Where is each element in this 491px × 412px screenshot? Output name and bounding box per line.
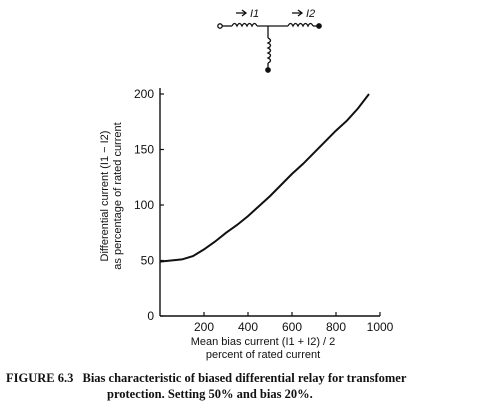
x-tick-label: 600 — [282, 320, 302, 334]
y-axis-label-line2: as percentage of rated current — [112, 122, 124, 269]
caption-line1: Bias characteristic of biased differenti… — [82, 371, 407, 385]
coil-left — [231, 22, 258, 28]
y-axis-label: Differential current (I1 − I2) — [99, 131, 111, 262]
x-tick-label: 200 — [194, 320, 214, 334]
y-tick-label: 0 — [147, 309, 154, 323]
x-axis-label-line2: percent of rated current — [206, 349, 320, 361]
x-tick-label: 400 — [238, 320, 258, 334]
y-tick-label: 200 — [134, 87, 154, 101]
coil-right — [287, 22, 314, 28]
y-tick-label: 100 — [134, 198, 154, 212]
circuit-diagram — [217, 9, 322, 73]
coil-operating — [266, 37, 272, 64]
plot-area: 200 400 600 800 1000 0 50 100 150 200 — [134, 87, 394, 334]
terminal-right — [316, 23, 322, 29]
label-i2: I2 — [306, 8, 315, 20]
caption-line2: protection. Setting 50% and bias 20%. — [107, 387, 313, 401]
terminal-bottom — [265, 67, 271, 73]
terminal-left — [217, 23, 223, 29]
y-tick-label: 50 — [141, 254, 155, 268]
y-tick-label: 150 — [134, 143, 154, 157]
label-i1: I1 — [250, 8, 259, 20]
x-tick-label: 1000 — [367, 320, 394, 334]
figure-caption: FIGURE 6.3 Bias characteristic of biased… — [6, 370, 486, 402]
x-axis-label: Mean bias current (I1 + I2) / 2 — [191, 336, 336, 348]
x-tick-label: 800 — [326, 320, 346, 334]
caption-label: FIGURE 6.3 — [6, 371, 74, 385]
bias-characteristic-line — [159, 93, 370, 263]
x-ticks: 200 400 600 800 1000 — [194, 312, 394, 334]
y-ticks: 0 50 100 150 200 — [134, 87, 164, 323]
figure-canvas: I1 I2 200 400 600 800 1000 0 50 100 150 200 Diff… — [99, 8, 394, 361]
